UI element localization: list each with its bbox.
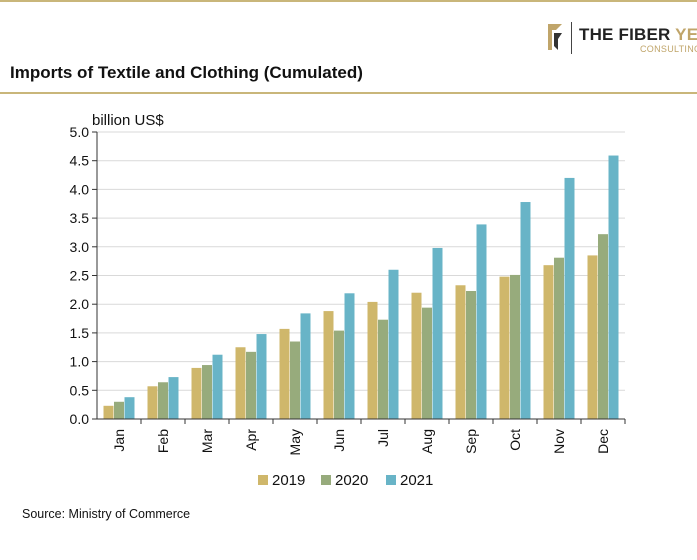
y-tick-label: 0.5 <box>70 382 90 398</box>
x-tick-label: Feb <box>155 429 171 453</box>
bar-2020-Jan <box>114 401 124 419</box>
bar-2021-Sep <box>476 224 487 419</box>
bar-2021-Feb <box>168 377 179 419</box>
logo-wordmark: THE FIBER YEAR <box>579 25 697 45</box>
legend-swatch-2020 <box>321 475 331 485</box>
bar-2019-Mar <box>191 367 202 419</box>
bar-2021-May <box>300 313 311 419</box>
bar-2019-Aug <box>411 292 422 419</box>
y-tick-label: 1.0 <box>70 354 90 370</box>
bar-2020-Dec <box>598 234 608 419</box>
bar-2021-Jan <box>124 397 135 419</box>
x-tick-label: Jul <box>375 429 391 447</box>
bar-2020-Nov <box>554 257 564 419</box>
logo-divider <box>571 22 572 54</box>
bar-2019-Feb <box>147 386 158 419</box>
x-tick-label: Dec <box>595 429 611 454</box>
logo-text-gold: YEAR <box>675 25 697 44</box>
legend-swatch-2021 <box>386 475 396 485</box>
bar-2021-Oct <box>520 202 531 419</box>
bar-2019-Nov <box>543 265 554 419</box>
y-tick-label: 0.0 <box>70 411 90 427</box>
legend-label: 2019 <box>272 472 305 489</box>
chart-title: Imports of Textile and Clothing (Cumulat… <box>10 63 363 82</box>
y-tick-label: 3.5 <box>70 210 90 226</box>
bar-2021-Nov <box>564 177 575 419</box>
bar-2020-Feb <box>158 382 168 419</box>
logo-mark-icon <box>548 24 562 50</box>
bar-2020-Jun <box>334 330 344 419</box>
gridlines <box>97 131 625 391</box>
bar-2021-Jul <box>388 269 399 419</box>
legend: 2019 2020 2021 <box>258 472 433 489</box>
bar-2019-Oct <box>499 276 510 419</box>
bar-2020-Aug <box>422 307 432 419</box>
bar-2019-May <box>279 328 290 419</box>
logo-subtitle: CONSULTING <box>640 44 697 54</box>
x-tick-label: Mar <box>199 429 215 453</box>
y-tick-label: 2.0 <box>70 296 90 312</box>
axes: 0.0 0.5 1.0 1.5 2.0 2.5 3.0 3.5 4.0 4.5 5.0 Jan Feb M… <box>70 124 626 455</box>
bar-2019-Apr <box>235 347 246 419</box>
bar-2021-Aug <box>432 247 443 419</box>
bar-2019-Dec <box>587 255 598 419</box>
bar-2020-Mar <box>202 365 212 419</box>
bar-2020-Jul <box>378 319 388 419</box>
x-tick-label: Jan <box>111 429 127 452</box>
y-tick-label: 4.0 <box>70 181 90 197</box>
legend-label: 2020 <box>335 472 368 489</box>
y-tick-label: 3.0 <box>70 239 90 255</box>
x-tick-label: Jun <box>331 429 347 452</box>
bars <box>103 155 619 419</box>
bar-2020-Sep <box>466 290 476 419</box>
bar-2019-Sep <box>455 285 466 419</box>
x-tick-label: Oct <box>507 429 523 451</box>
y-tick-label: 1.5 <box>70 325 90 341</box>
legend-label: 2021 <box>400 472 433 489</box>
y-tick-label: 5.0 <box>70 124 90 140</box>
x-tick-label: Nov <box>551 429 567 454</box>
logo-text-dark: THE FIBER <box>579 25 671 44</box>
bar-2020-Apr <box>246 351 256 419</box>
bar-2021-Dec <box>608 155 619 419</box>
bar-2019-Jan <box>103 405 114 419</box>
bar-2019-Jul <box>367 301 378 419</box>
bar-2020-Oct <box>510 274 520 419</box>
bar-2019-Jun <box>323 311 334 419</box>
y-tick-label: 2.5 <box>70 268 90 284</box>
bar-2021-Mar <box>212 354 223 419</box>
y-tick-label: 4.5 <box>70 153 90 169</box>
x-tick-label: Sep <box>463 429 479 454</box>
bar-2021-Apr <box>256 334 267 419</box>
legend-swatch-2019 <box>258 475 268 485</box>
bar-2020-May <box>290 341 300 419</box>
brand-logo: THE FIBER YEAR CONSULTING <box>546 20 697 56</box>
x-tick-label: Aug <box>419 429 435 454</box>
y-axis-label: billion US$ <box>92 112 164 129</box>
top-accent-rule <box>0 0 697 2</box>
title-underline-rule <box>0 92 697 94</box>
x-tick-label: May <box>287 429 303 455</box>
bar-chart: billion US$ 0.0 0.5 1.0 1.5 2.0 2.5 3.0 3.5 4.0 4… <box>70 112 626 489</box>
x-tick-label: Apr <box>243 429 259 451</box>
bar-2021-Jun <box>344 293 355 419</box>
source-note: Source: Ministry of Commerce <box>22 507 191 521</box>
